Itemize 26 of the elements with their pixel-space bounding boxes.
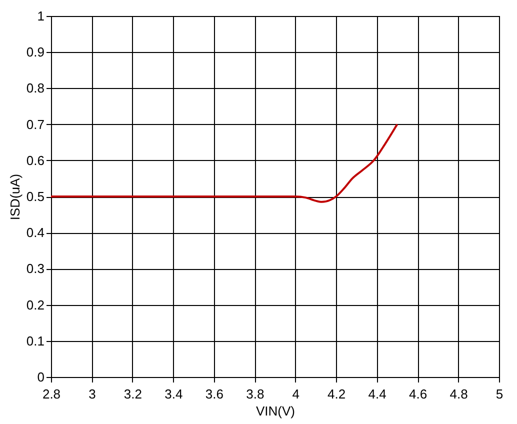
x-tick-label: 3 (88, 386, 96, 402)
x-tick-label: 3.4 (164, 386, 183, 402)
x-tick-label: 3.6 (205, 386, 224, 402)
x-tick-label: 4.6 (409, 386, 428, 402)
y-tick-label: 0.7 (26, 116, 44, 132)
y-tick-label: 0.4 (26, 225, 44, 240)
y-tick-label: 1 (37, 8, 44, 24)
x-tick-label: 3.2 (124, 386, 142, 402)
y-tick-label: 0.2 (26, 297, 44, 312)
x-tick-label: 4 (292, 386, 300, 402)
y-tick-label: 0.6 (26, 152, 44, 168)
y-tick-label: 0.3 (26, 261, 44, 276)
line-series (50, 123, 398, 203)
y-tick-label: 0 (37, 370, 44, 384)
x-tick-label: 4.2 (328, 386, 346, 402)
x-tick-label: 3.8 (246, 386, 264, 402)
x-axis-title: VIN(V) (256, 404, 295, 418)
x-tick-label: 4.8 (450, 386, 468, 402)
y-tick-label: 0.9 (26, 44, 44, 60)
y-tick-label: 0.5 (26, 189, 44, 204)
y-axis-title: ISD(uA) (7, 174, 22, 220)
y-tick-label: 0.8 (26, 80, 44, 96)
x-tick-label: 4.4 (368, 386, 386, 402)
x-tick-label: 5 (496, 386, 504, 402)
x-tick-label: 2.8 (42, 386, 61, 402)
y-tick-label: 0.1 (26, 333, 44, 348)
